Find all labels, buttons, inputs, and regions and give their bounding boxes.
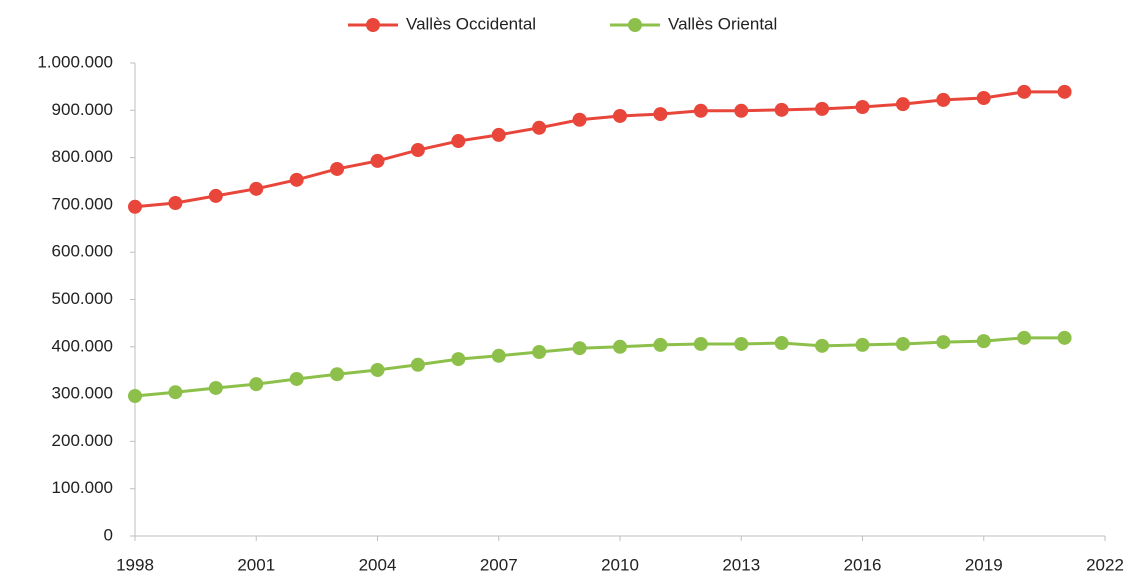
data-point	[451, 134, 466, 149]
data-point	[410, 143, 425, 158]
y-tick-label: 500.000	[52, 289, 113, 308]
data-point	[976, 91, 991, 106]
data-point	[491, 348, 506, 363]
data-point	[370, 153, 385, 168]
data-point	[128, 199, 142, 214]
legend-label: Vallès Occidental	[406, 14, 536, 33]
data-point	[289, 371, 304, 386]
data-point	[532, 345, 547, 360]
data-point	[1017, 330, 1032, 345]
data-point	[774, 336, 789, 351]
data-point	[895, 336, 910, 351]
data-point	[208, 380, 223, 395]
y-tick-label: 700.000	[52, 194, 113, 213]
x-tick-label: 2001	[237, 555, 275, 574]
data-point	[815, 101, 830, 116]
data-point	[815, 338, 830, 353]
data-point	[572, 112, 587, 127]
x-tick-label: 2013	[722, 555, 760, 574]
data-point	[976, 334, 991, 349]
data-point	[653, 107, 668, 122]
x-tick-label: 2022	[1086, 555, 1124, 574]
data-point	[774, 102, 789, 117]
data-point	[1017, 84, 1032, 99]
data-point	[330, 161, 345, 176]
data-point	[249, 181, 264, 196]
data-point	[734, 103, 749, 118]
data-point	[1057, 84, 1072, 99]
data-point	[613, 108, 627, 123]
data-point	[613, 339, 627, 354]
data-point	[855, 99, 870, 114]
data-point	[451, 352, 466, 367]
legend-marker	[628, 18, 642, 32]
data-point	[289, 172, 304, 187]
y-tick-label: 0	[104, 525, 113, 544]
y-tick-label: 200.000	[52, 431, 113, 450]
data-point	[1057, 330, 1072, 345]
data-point	[532, 120, 547, 135]
y-tick-label: 800.000	[52, 147, 113, 166]
y-tick-label: 400.000	[52, 336, 113, 355]
data-point	[895, 97, 910, 112]
data-point	[249, 377, 264, 392]
y-tick-label: 100.000	[52, 478, 113, 497]
y-tick-label: 300.000	[52, 384, 113, 403]
x-tick-label: 2010	[601, 555, 639, 574]
data-point	[936, 92, 951, 107]
data-point	[936, 335, 951, 350]
data-point	[128, 388, 142, 403]
series-line	[134, 336, 1065, 398]
series-line	[134, 90, 1065, 209]
legend-label: Vallès Oriental	[668, 14, 777, 33]
y-tick-label: 900.000	[52, 100, 113, 119]
data-point	[653, 337, 668, 352]
x-tick-label: 1998	[116, 555, 154, 574]
data-point	[572, 341, 587, 356]
y-tick-label: 1.000.000	[37, 52, 113, 71]
x-tick-label: 2004	[359, 555, 397, 574]
x-tick-label: 2007	[480, 555, 518, 574]
data-point	[208, 188, 223, 203]
data-point	[855, 337, 870, 352]
data-point	[693, 336, 708, 351]
data-point	[693, 103, 708, 118]
data-point	[168, 196, 183, 211]
x-tick-label: 2019	[965, 555, 1003, 574]
data-point	[491, 127, 506, 142]
x-tick-label: 2016	[844, 555, 882, 574]
data-point	[168, 385, 183, 400]
data-point	[370, 362, 385, 377]
legend-marker	[366, 18, 380, 32]
y-tick-label: 600.000	[52, 242, 113, 261]
data-point	[410, 357, 425, 372]
data-point	[330, 367, 345, 382]
data-point	[734, 336, 749, 351]
